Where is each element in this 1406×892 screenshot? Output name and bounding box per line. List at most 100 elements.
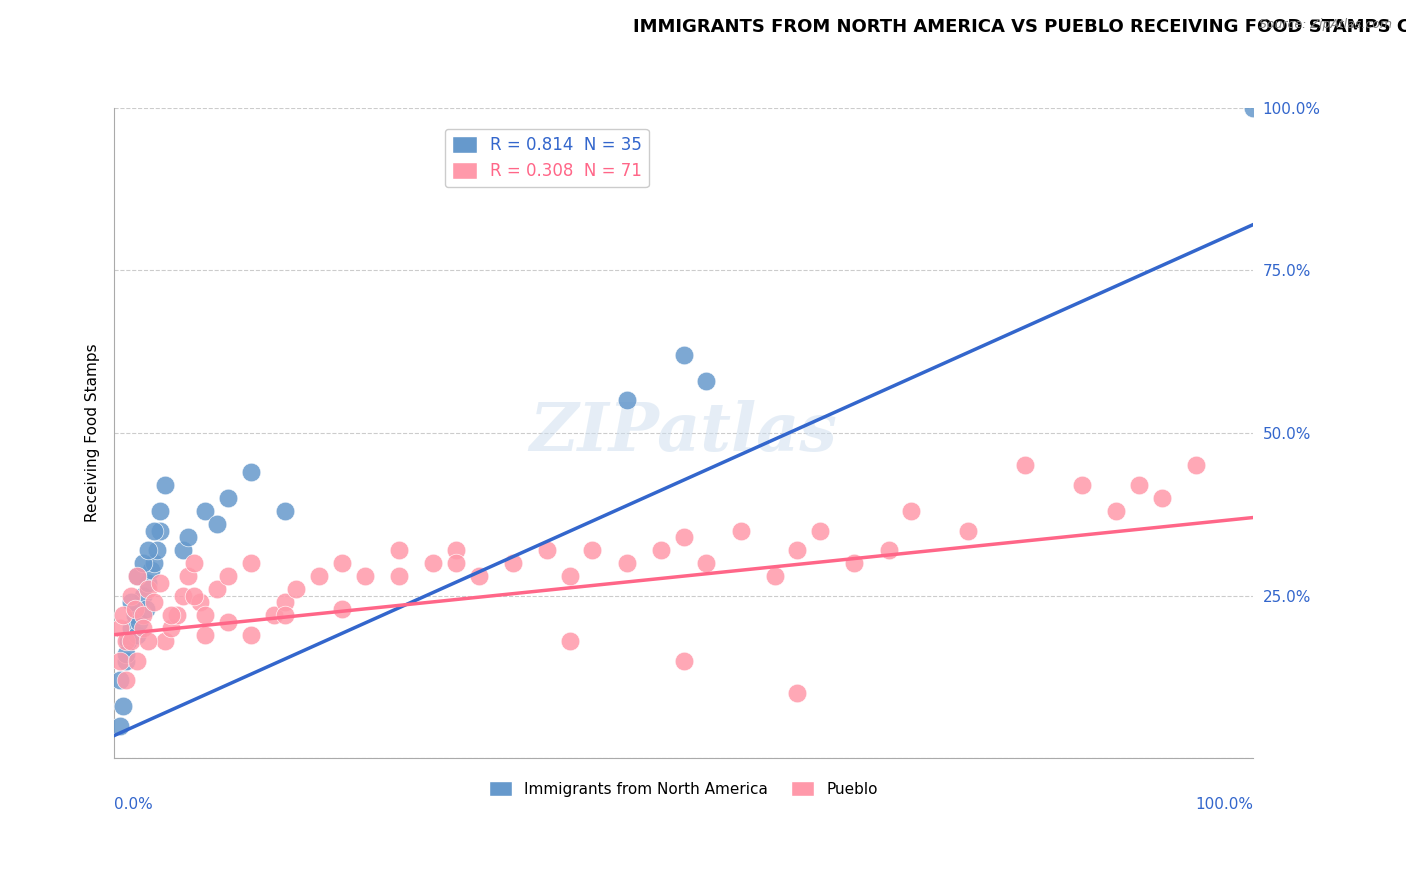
Text: 0.0%: 0.0% xyxy=(114,797,153,813)
Text: ZIPatlas: ZIPatlas xyxy=(530,401,838,466)
Point xyxy=(188,595,211,609)
Point xyxy=(138,582,160,596)
Point xyxy=(672,654,695,668)
Point xyxy=(616,393,638,408)
Point xyxy=(274,504,297,518)
Point xyxy=(120,589,142,603)
Point xyxy=(155,634,177,648)
Point xyxy=(166,608,188,623)
Point xyxy=(146,543,169,558)
Point xyxy=(502,556,524,570)
Point xyxy=(274,608,297,623)
Point xyxy=(128,615,150,629)
Point xyxy=(263,608,285,623)
Point xyxy=(581,543,603,558)
Point xyxy=(330,556,353,570)
Point xyxy=(139,563,162,577)
Point xyxy=(120,634,142,648)
Point xyxy=(1128,478,1150,492)
Point xyxy=(1185,458,1208,473)
Point xyxy=(131,589,153,603)
Point xyxy=(467,569,489,583)
Point xyxy=(274,595,297,609)
Point xyxy=(1014,458,1036,473)
Point xyxy=(112,699,135,714)
Point xyxy=(160,621,183,635)
Point xyxy=(125,569,148,583)
Text: 100.0%: 100.0% xyxy=(1195,797,1253,813)
Point xyxy=(239,628,262,642)
Point xyxy=(672,530,695,544)
Point xyxy=(125,654,148,668)
Point xyxy=(1071,478,1094,492)
Text: Source: ZipAtlas.com: Source: ZipAtlas.com xyxy=(1258,18,1392,31)
Point xyxy=(217,615,239,629)
Point xyxy=(900,504,922,518)
Point xyxy=(125,628,148,642)
Point xyxy=(114,654,136,668)
Point xyxy=(388,569,411,583)
Point xyxy=(1150,491,1173,505)
Point xyxy=(131,608,153,623)
Point xyxy=(138,575,160,590)
Point xyxy=(730,524,752,538)
Point xyxy=(149,504,172,518)
Point xyxy=(786,543,808,558)
Point xyxy=(957,524,980,538)
Point xyxy=(239,465,262,479)
Point xyxy=(125,569,148,583)
Point xyxy=(124,601,146,615)
Y-axis label: Receiving Food Stamps: Receiving Food Stamps xyxy=(86,343,100,522)
Point xyxy=(536,543,558,558)
Point xyxy=(108,719,131,733)
Point xyxy=(149,524,172,538)
Point xyxy=(388,543,411,558)
Point xyxy=(285,582,308,596)
Point xyxy=(114,673,136,688)
Point xyxy=(155,478,177,492)
Point xyxy=(217,569,239,583)
Point xyxy=(114,647,136,661)
Point xyxy=(1241,101,1264,115)
Point xyxy=(172,589,194,603)
Point xyxy=(616,556,638,570)
Point xyxy=(108,673,131,688)
Point xyxy=(205,517,228,532)
Point xyxy=(143,595,166,609)
Point xyxy=(194,504,217,518)
Point xyxy=(217,491,239,505)
Point xyxy=(422,556,444,570)
Point xyxy=(149,575,172,590)
Point xyxy=(143,524,166,538)
Point xyxy=(1105,504,1128,518)
Point xyxy=(138,634,160,648)
Point xyxy=(120,595,142,609)
Point xyxy=(160,608,183,623)
Point xyxy=(672,348,695,362)
Point xyxy=(695,374,717,388)
Point xyxy=(444,543,467,558)
Point xyxy=(135,601,157,615)
Point xyxy=(138,543,160,558)
Point xyxy=(183,556,205,570)
Point xyxy=(763,569,786,583)
Point xyxy=(205,582,228,596)
Point xyxy=(143,556,166,570)
Point xyxy=(120,621,142,635)
Point xyxy=(131,621,153,635)
Point xyxy=(177,530,200,544)
Point xyxy=(558,569,581,583)
Point xyxy=(183,589,205,603)
Point xyxy=(194,628,217,642)
Point xyxy=(808,524,831,538)
Point xyxy=(172,543,194,558)
Point xyxy=(786,686,808,700)
Point xyxy=(308,569,330,583)
Point xyxy=(353,569,375,583)
Text: IMMIGRANTS FROM NORTH AMERICA VS PUEBLO RECEIVING FOOD STAMPS CORRELATION CHART: IMMIGRANTS FROM NORTH AMERICA VS PUEBLO … xyxy=(633,18,1406,36)
Point xyxy=(114,634,136,648)
Legend: Immigrants from North America, Pueblo: Immigrants from North America, Pueblo xyxy=(484,774,884,803)
Point xyxy=(124,608,146,623)
Point xyxy=(194,608,217,623)
Point xyxy=(877,543,900,558)
